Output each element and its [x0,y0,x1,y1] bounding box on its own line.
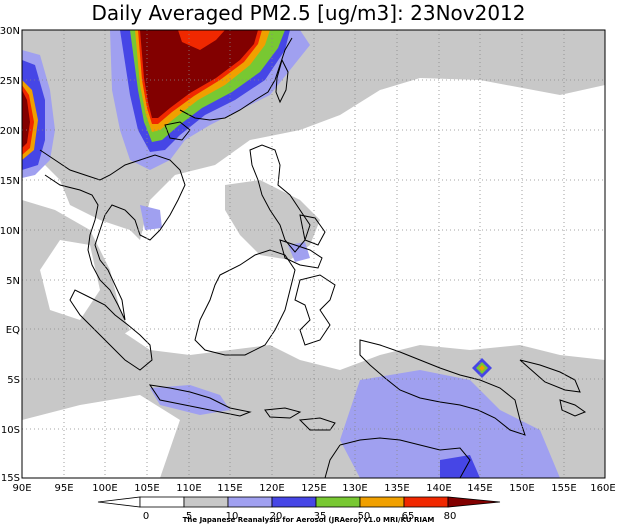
pm25-orange-hotspot [479,365,485,371]
lat-label: 5N [6,276,20,287]
lat-label: 10S [1,425,20,436]
colorbar-bin-5-10 [183,496,229,508]
colorbar-label: 35 [314,511,327,522]
lat-label: 10N [0,226,20,237]
pm25-white-patch-2 [150,240,260,320]
colorbar-label: 10 [226,511,239,522]
pm25-gray-zone-borneo [225,180,320,260]
colorbar: 0 5 10 20 35 50 65 80 [97,496,501,522]
lon-label: 130E [342,483,367,494]
pm25-lightblue-zone-sea [340,370,560,478]
colorbar-bin-10-20 [227,496,273,508]
lon-label: 110E [176,483,201,494]
lon-label: 105E [134,483,159,494]
lon-label: 100E [92,483,117,494]
lon-label: 120E [259,483,284,494]
credit-line: The Japanese Reanalysis for Aerosol (JRA… [182,516,435,524]
pm25-lightblue-patch-1 [140,205,162,230]
colorbar-label: 5 [186,511,192,522]
colorbar-bin-35-50 [315,496,361,508]
pm25-lightblue-patch-2 [288,242,310,262]
colorbar-label: 0 [143,511,149,522]
lon-label: 145E [467,483,492,494]
pm25-field [22,30,605,478]
lat-label: 15N [0,176,20,187]
lat-label: 15S [1,473,20,484]
pm25-darkred-zone-burma [22,90,30,148]
pm25-darkred-zone-china [140,30,258,118]
lon-label: 115E [217,483,242,494]
map-frame [21,29,606,479]
lat-label: 5S [7,375,20,386]
lat-label: EQ [6,325,20,336]
map-title: Daily Averaged PM2.5 [ug/m3]: 23Nov2012 [91,1,526,25]
lat-label: 20N [0,126,20,137]
lon-label: 90E [12,483,31,494]
lon-label: 160E [590,483,615,494]
lon-label: 95E [54,483,73,494]
colorbar-label: 50 [358,511,371,522]
lat-label: 25N [0,76,20,87]
colorbar-bin-20-35 [271,496,317,508]
lon-label: 135E [384,483,409,494]
colorbar-bin-0-5 [139,496,185,508]
lon-label: 150E [509,483,534,494]
colorbar-bin-50-65 [359,496,405,508]
lon-labels: 90E 95E 100E 105E 110E 115E 120E 125E 13… [12,483,615,494]
colorbar-high-arrow [447,496,501,508]
lat-label: 30N [0,26,20,37]
colorbar-bin-65-80 [403,496,449,508]
lon-label: 140E [426,483,451,494]
coastlines [39,37,587,478]
grid-lines [22,30,605,478]
pm25-white-patch-4 [22,395,180,478]
colorbar-label: 65 [402,511,415,522]
lat-labels: 30N 25N 20N 15N 10N 5N EQ 5S 10S 15S [0,26,20,484]
pm25-white-patch-3 [330,240,605,340]
colorbar-low-arrow [97,496,141,508]
colorbar-label: 80 [444,511,457,522]
pm25-lightblue-zone-java [150,385,230,415]
lon-label: 125E [301,483,326,494]
lon-label: 155E [551,483,576,494]
colorbar-label: 20 [270,511,283,522]
